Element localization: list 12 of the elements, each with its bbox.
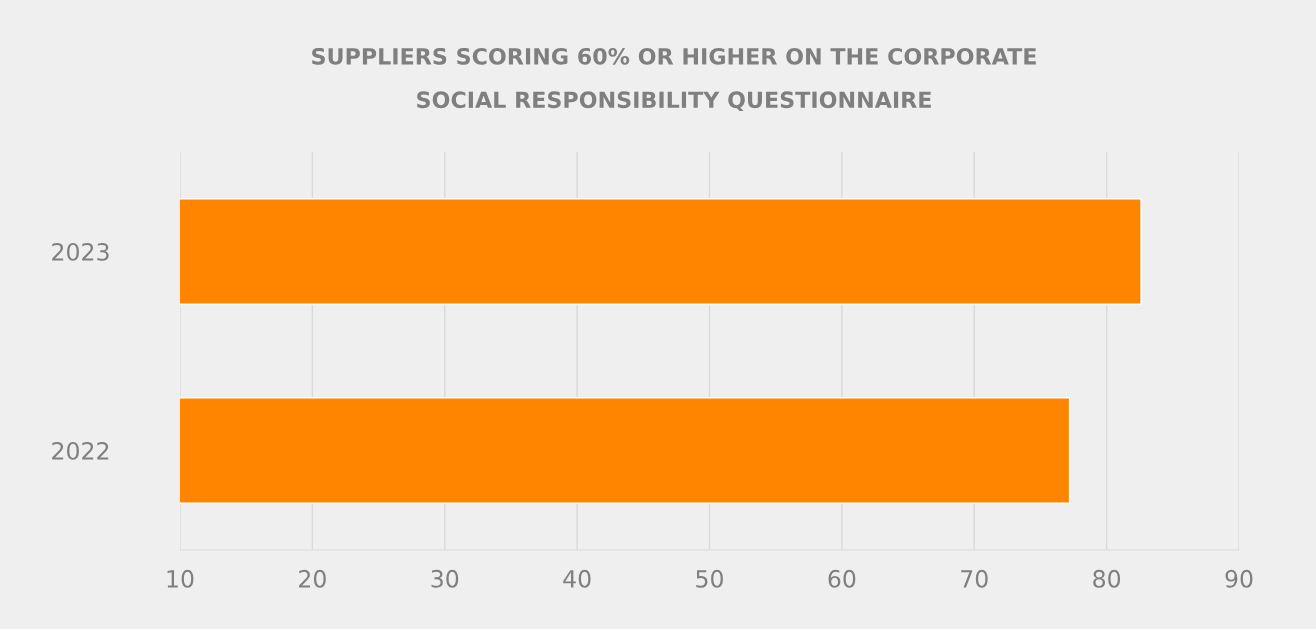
x-tick-label: 70: [961, 569, 988, 588]
x-tick-label: 30: [431, 569, 459, 588]
y-tick-label: 2023: [52, 242, 109, 261]
chart-title: SUPPLIERS SCORING 60% OR HIGHER ON THE CORPORATE SOCIAL RESPONSIBILITY QUESTIONNAIRE: [312, 47, 1036, 112]
x-tick-label: 90: [1225, 569, 1253, 588]
x-tick-label: 80: [1093, 569, 1121, 588]
x-tick-label: 60: [828, 569, 856, 588]
x-tick-label: 50: [696, 569, 723, 588]
x-tick-label: 20: [299, 569, 326, 588]
y-tick-label: 2022: [52, 441, 109, 460]
x-tick-label: 40: [563, 569, 591, 588]
x-tick-label: 10: [167, 569, 194, 588]
